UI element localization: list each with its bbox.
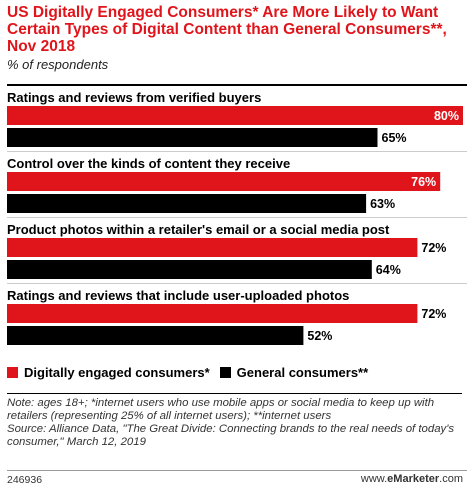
value-label: 52% [307, 329, 332, 343]
footer: 246936 www.eMarketer.com [7, 470, 467, 490]
group-divider [7, 151, 467, 152]
group-divider [7, 283, 467, 284]
legend-swatch-general [219, 367, 231, 378]
notes: Note: ages 18+; *internet users who use … [7, 393, 462, 449]
bar [7, 326, 304, 345]
bar [7, 304, 418, 323]
bar [7, 194, 367, 213]
legend-swatch-digital [7, 367, 18, 378]
bar [7, 260, 372, 279]
category-label: Ratings and reviews that include user-up… [7, 288, 349, 303]
category-label: Ratings and reviews from verified buyers [7, 90, 261, 105]
value-label: 80% [434, 109, 459, 123]
brand-logo: www.eMarketer.com [360, 473, 463, 485]
value-label: 64% [376, 263, 401, 277]
bar [7, 128, 378, 147]
chart-id: 246936 [7, 474, 43, 486]
value-label: 72% [421, 307, 446, 321]
value-label: 63% [370, 197, 395, 211]
bar [7, 106, 463, 125]
value-label: 65% [382, 131, 407, 145]
note-text: Note: ages 18+; *internet users who use … [7, 397, 435, 422]
category-label: Control over the kinds of content they r… [7, 156, 290, 171]
bar [7, 238, 418, 257]
legend-label-general: General consumers** [236, 365, 369, 380]
chart-subtitle: % of respondents [7, 57, 109, 72]
group-divider [7, 217, 467, 218]
legend: Digitally engaged consumers* General con… [7, 365, 378, 380]
legend-item-digital: Digitally engaged consumers* [7, 365, 210, 380]
chart-title: US Digitally Engaged Consumers* Are More… [7, 4, 447, 55]
value-label: 72% [421, 241, 446, 255]
source-text: Source: Alliance Data, "The Great Divide… [7, 423, 455, 448]
legend-label-digital: Digitally engaged consumers* [24, 365, 210, 380]
value-label: 76% [411, 175, 436, 189]
bar [7, 172, 441, 191]
legend-item-general: General consumers** [219, 365, 369, 380]
category-label: Product photos within a retailer's email… [7, 222, 390, 237]
top-divider [7, 84, 467, 86]
bar-chart: Ratings and reviews from verified buyers… [7, 90, 467, 345]
